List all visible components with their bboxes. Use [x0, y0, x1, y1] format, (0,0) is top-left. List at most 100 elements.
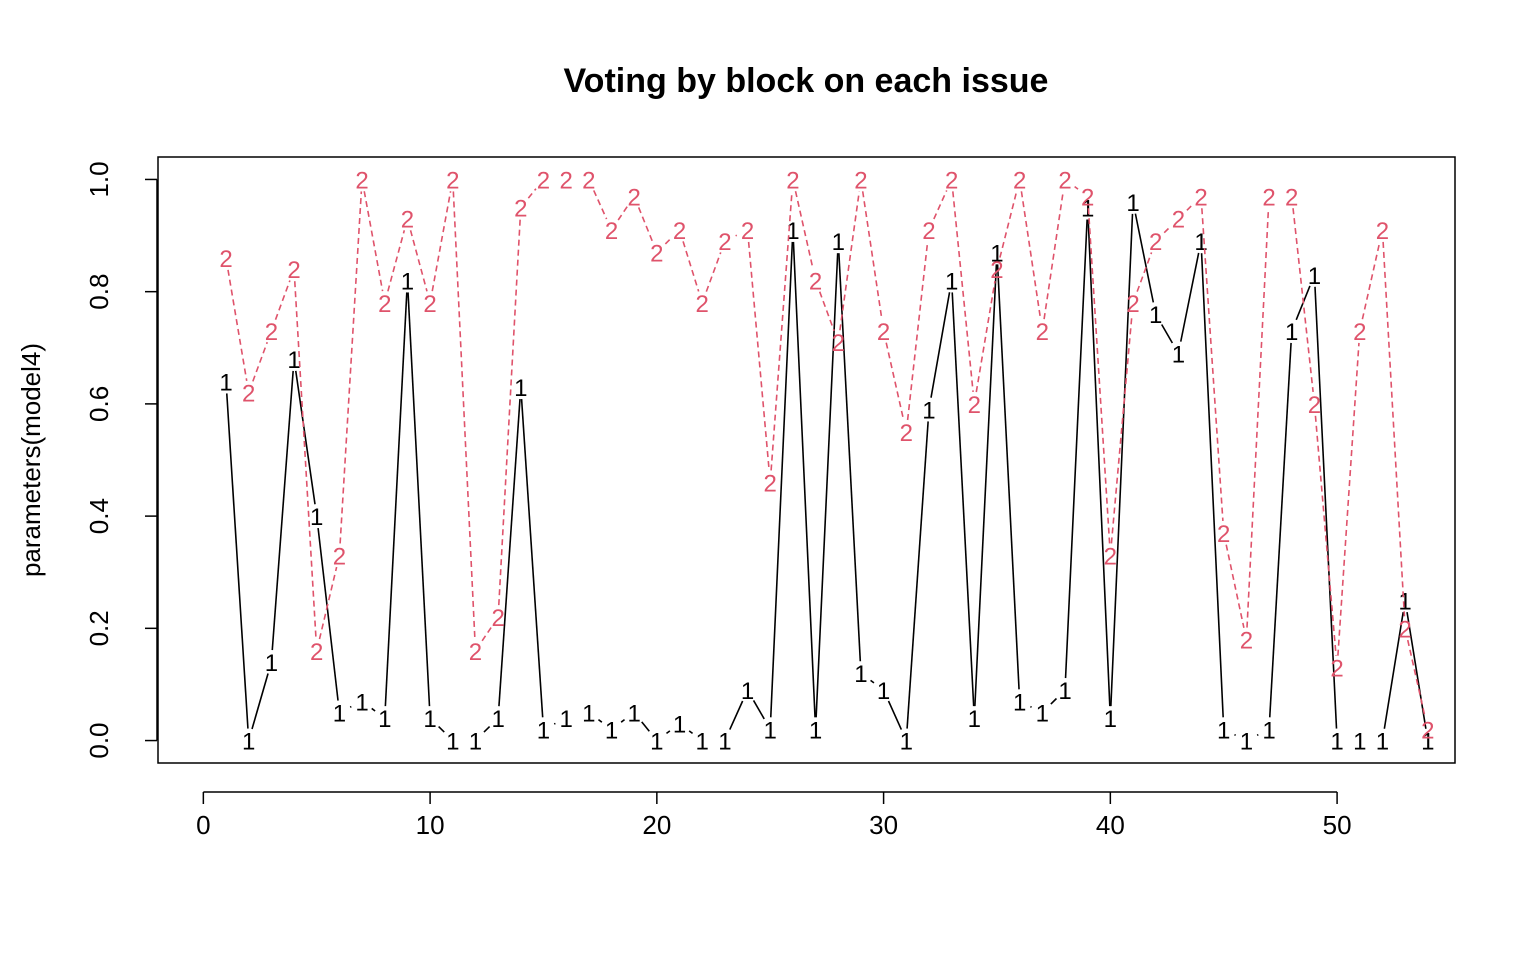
series-segment: [906, 241, 929, 421]
series-segment: [637, 207, 654, 242]
data-point-label: 2: [900, 420, 913, 447]
series-segment: [1314, 286, 1338, 729]
series-segment: [497, 219, 521, 606]
series-segment: [952, 191, 974, 393]
x-tick-label: 30: [869, 810, 898, 840]
data-point-label: 2: [1058, 167, 1071, 194]
series-segment: [1246, 208, 1270, 628]
series-segment: [1134, 213, 1155, 303]
series-segment: [483, 725, 491, 733]
series-segment: [906, 421, 929, 729]
data-point-label: 1: [741, 678, 754, 705]
series-segment: [274, 280, 291, 320]
series-segment: [1020, 191, 1042, 320]
y-axis-label: parameters(model4): [16, 343, 46, 577]
series-segment: [818, 291, 835, 332]
series-segment: [294, 370, 316, 505]
series-segment: [1234, 733, 1236, 736]
series-segment: [996, 264, 1020, 690]
data-point-label: 2: [333, 543, 346, 570]
series-segment: [438, 725, 445, 733]
data-point-label: 2: [718, 229, 731, 256]
data-point-label: 1: [854, 661, 867, 688]
series-segment: [498, 398, 521, 707]
data-point-label: 1: [673, 712, 686, 739]
data-point-label: 2: [1104, 543, 1117, 570]
data-point-label: 2: [423, 291, 436, 318]
data-point-label: 1: [423, 706, 436, 733]
data-point-label: 1: [265, 650, 278, 677]
data-point-label: 2: [877, 319, 890, 346]
y-tick-label: 0.2: [84, 610, 114, 646]
series-segment: [363, 191, 384, 292]
data-point-label: 1: [764, 717, 777, 744]
data-point-label: 2: [469, 639, 482, 666]
data-point-label: 2: [446, 167, 459, 194]
x-tick-label: 10: [416, 810, 445, 840]
data-point-label: 1: [1421, 729, 1434, 756]
series-segment: [1383, 611, 1404, 729]
series-segment: [974, 264, 998, 707]
series-segment: [293, 281, 317, 639]
series-segment: [520, 398, 544, 718]
x-tick-label: 20: [642, 810, 671, 840]
series-segment: [252, 341, 268, 382]
series-segment: [481, 626, 493, 642]
data-point-label: 2: [378, 291, 391, 318]
series-segment: [317, 527, 339, 701]
series-segment: [339, 191, 363, 544]
y-tick-label: 0.6: [84, 386, 114, 422]
series-segment: [227, 269, 248, 381]
data-point-label: 2: [287, 257, 300, 284]
data-point-label: 2: [219, 246, 232, 273]
series-segment: [1064, 219, 1088, 679]
series-segment: [641, 721, 650, 732]
data-point-label: 2: [1330, 656, 1343, 683]
y-tick-label: 0.8: [84, 274, 114, 310]
series-segment: [1201, 208, 1224, 522]
data-point-label: 1: [832, 229, 845, 256]
data-point-label: 1: [696, 729, 709, 756]
data-point-label: 2: [1262, 184, 1275, 211]
series-segment: [794, 190, 814, 269]
series-segment: [815, 253, 839, 718]
series-segment: [371, 707, 376, 712]
data-point-label: 2: [786, 167, 799, 194]
series-segment: [1160, 324, 1174, 344]
series-segment: [1110, 314, 1133, 544]
series-segment: [1225, 544, 1245, 628]
series-segment: [1256, 733, 1259, 736]
series-segment: [225, 393, 249, 729]
data-point-label: 2: [627, 184, 640, 211]
series-segment: [407, 292, 431, 707]
series-segment: [792, 241, 816, 718]
series-segment: [1030, 705, 1032, 708]
series-segment: [885, 342, 905, 421]
series-segment: [735, 234, 738, 237]
data-point-label: 2: [1240, 628, 1253, 655]
plot-frame: [157, 156, 1456, 764]
series-segment: [1292, 208, 1314, 393]
data-point-label: 2: [990, 257, 1003, 284]
series-segment: [431, 191, 452, 292]
data-point-label: 2: [355, 167, 368, 194]
series-segment: [705, 252, 722, 292]
series-segment: [553, 722, 556, 725]
data-point-label: 1: [1308, 263, 1321, 290]
data-point-label: 2: [1013, 167, 1026, 194]
data-point-label: 1: [514, 375, 527, 402]
series-segment: [664, 237, 672, 245]
data-point-label: 2: [673, 218, 686, 245]
data-point-label: 1: [1398, 588, 1411, 615]
x-tick-label: 0: [196, 810, 210, 840]
series-segment: [1163, 226, 1171, 234]
series-segment: [527, 188, 537, 199]
series-segment: [729, 700, 744, 730]
series-segment: [251, 673, 269, 730]
data-point-label: 2: [945, 167, 958, 194]
y-axis: 0.0 0.2 0.4 0.6 0.8 1.0: [84, 161, 158, 759]
data-point-label: 1: [1330, 729, 1343, 756]
series-segment: [452, 191, 476, 639]
series-segment: [887, 700, 903, 730]
data-point-label: 1: [922, 398, 935, 425]
